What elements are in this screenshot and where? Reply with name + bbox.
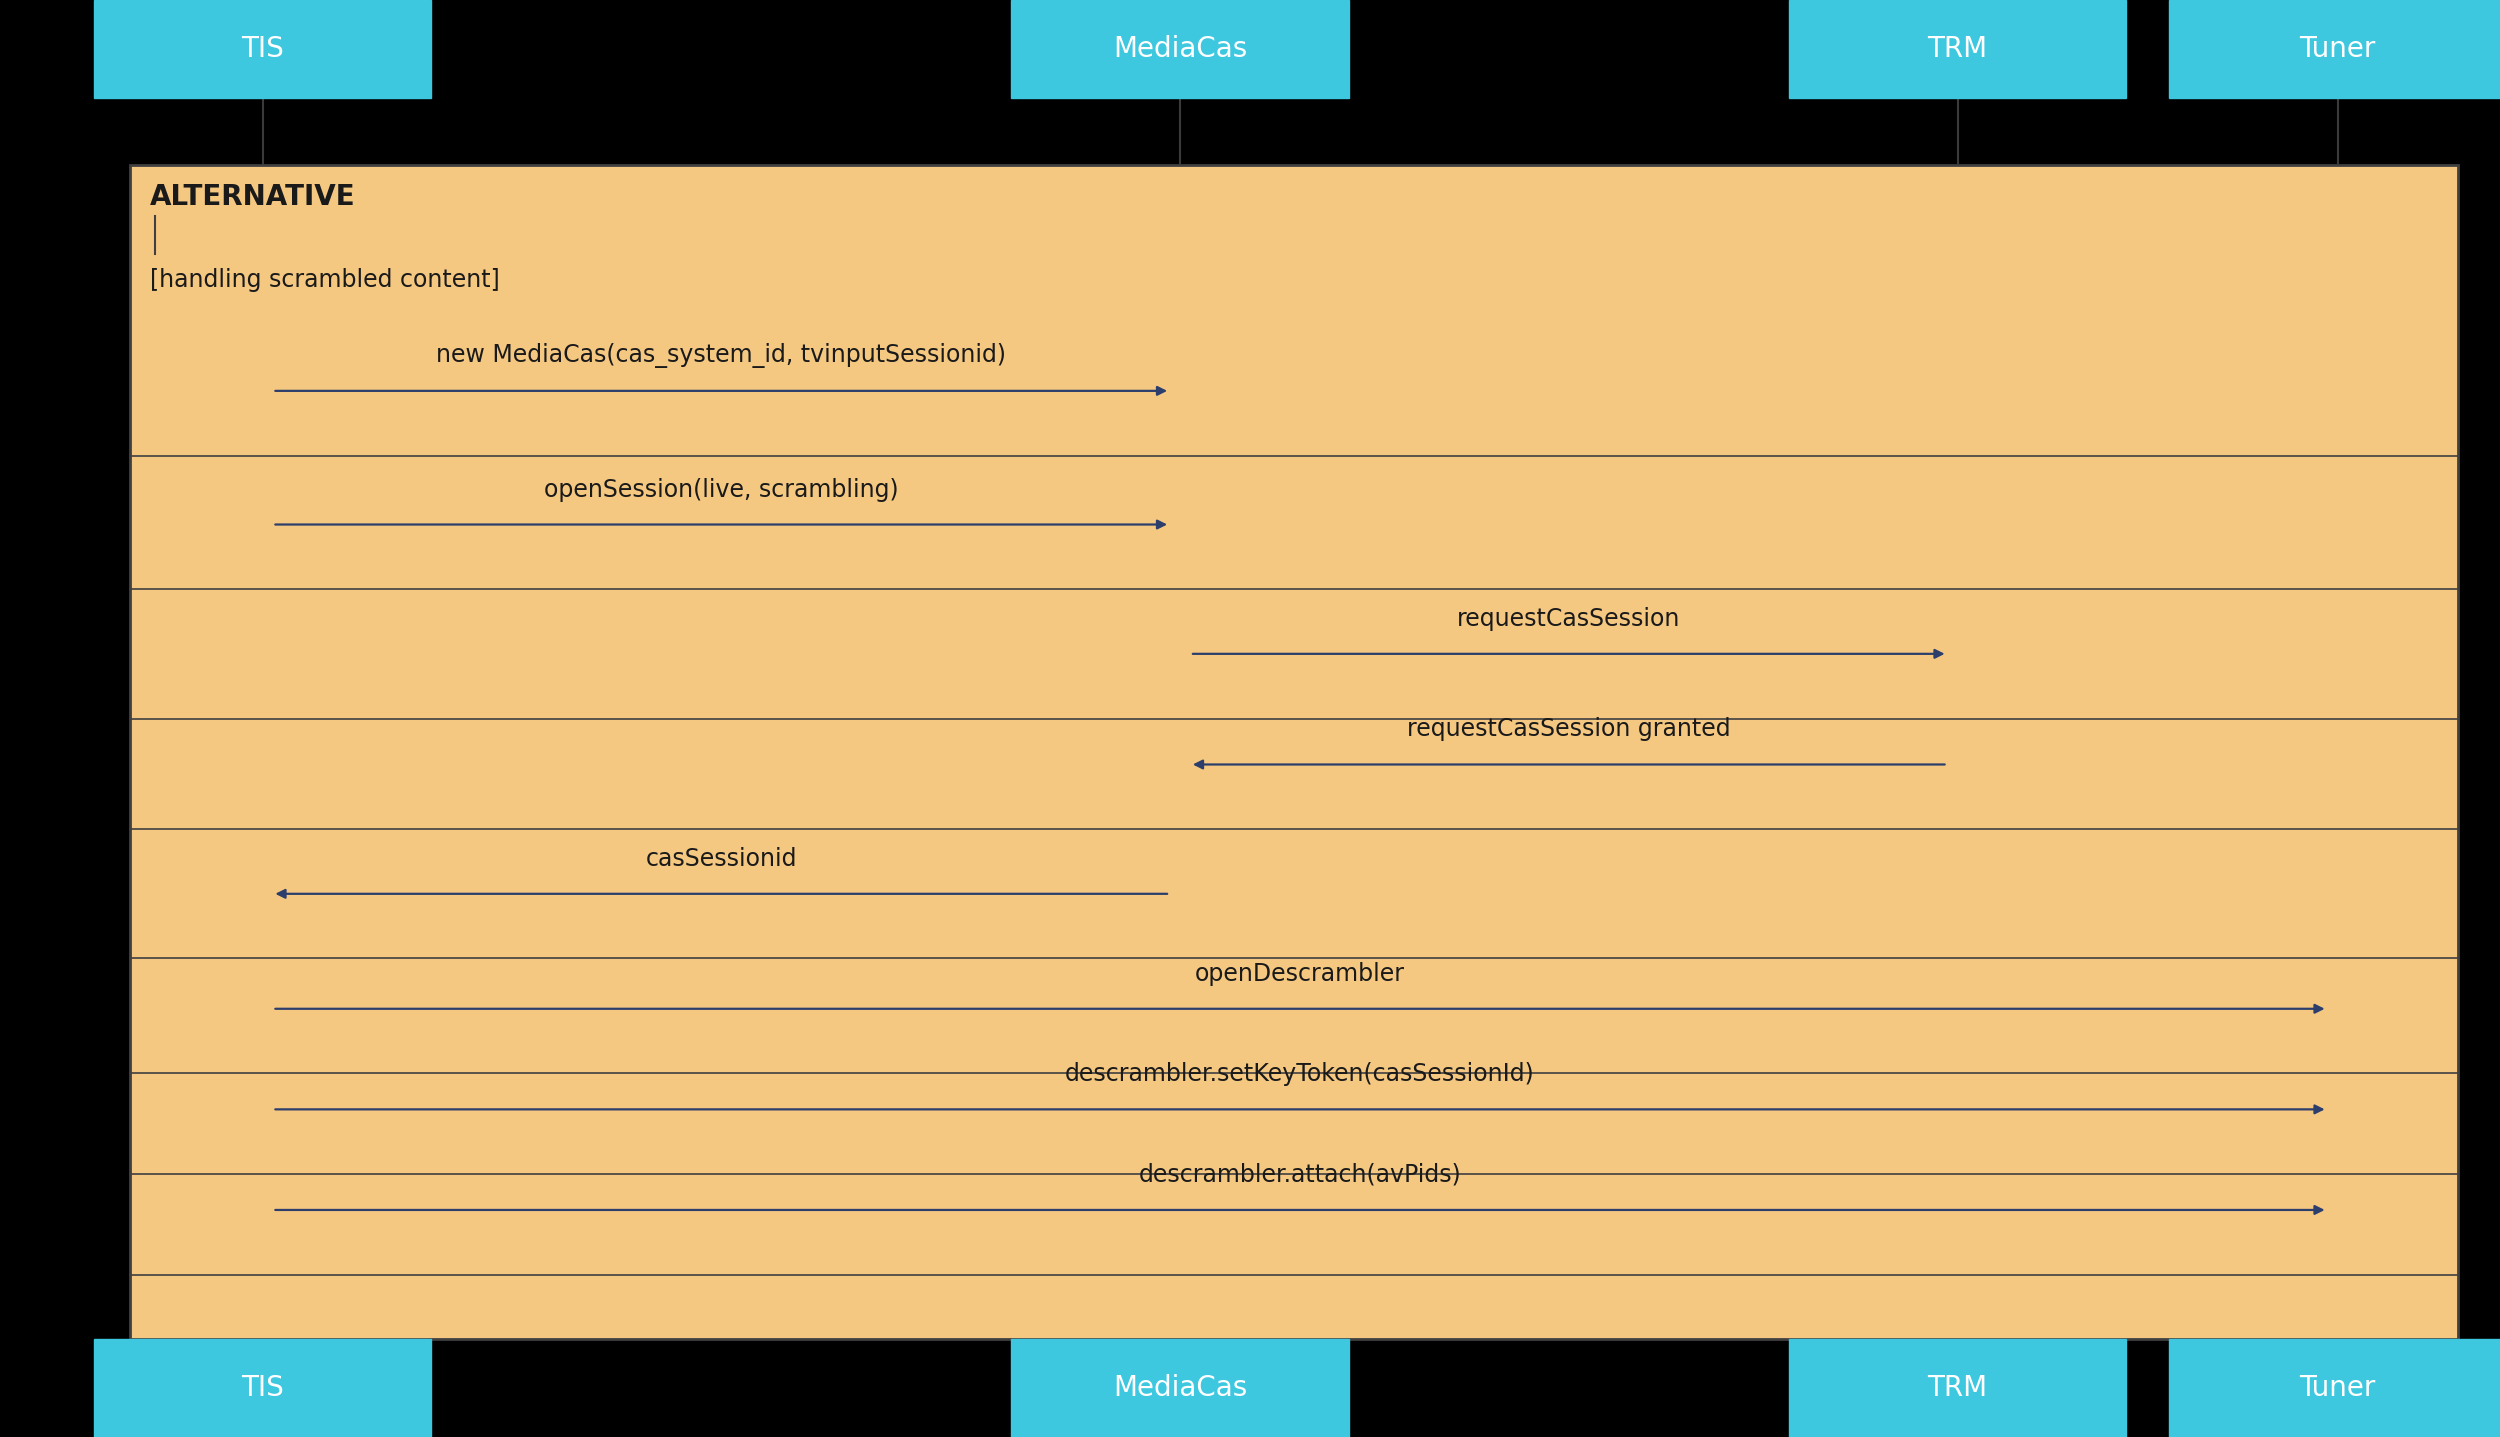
FancyBboxPatch shape <box>95 1339 430 1437</box>
Text: ALTERNATIVE: ALTERNATIVE <box>150 182 355 211</box>
Text: descrambler.attach(avPids): descrambler.attach(avPids) <box>1138 1163 1462 1187</box>
FancyBboxPatch shape <box>1790 1339 2125 1437</box>
FancyBboxPatch shape <box>2170 1339 2500 1437</box>
Text: requestCasSession granted: requestCasSession granted <box>1407 717 1730 741</box>
FancyBboxPatch shape <box>2170 0 2500 98</box>
Text: requestCasSession: requestCasSession <box>1458 606 1680 631</box>
Text: openSession(live, scrambling): openSession(live, scrambling) <box>545 477 898 502</box>
FancyBboxPatch shape <box>130 165 2458 1339</box>
FancyBboxPatch shape <box>1790 0 2125 98</box>
Text: TIS: TIS <box>240 34 285 63</box>
FancyBboxPatch shape <box>95 0 430 98</box>
FancyBboxPatch shape <box>1010 0 1350 98</box>
Text: MediaCas: MediaCas <box>1112 1374 1248 1403</box>
Text: descrambler.setKeyToken(casSessionId): descrambler.setKeyToken(casSessionId) <box>1065 1062 1535 1086</box>
Text: Tuner: Tuner <box>2300 1374 2375 1403</box>
Text: Tuner: Tuner <box>2300 34 2375 63</box>
Text: new MediaCas(cas_system_id, tvinputSessionid): new MediaCas(cas_system_id, tvinputSessi… <box>438 343 1005 368</box>
Text: [handling scrambled content]: [handling scrambled content] <box>150 269 500 292</box>
Text: casSessionid: casSessionid <box>645 846 798 871</box>
Text: openDescrambler: openDescrambler <box>1195 961 1405 986</box>
Text: MediaCas: MediaCas <box>1112 34 1248 63</box>
FancyBboxPatch shape <box>1010 1339 1350 1437</box>
Text: TRM: TRM <box>1928 1374 1988 1403</box>
Text: TRM: TRM <box>1928 34 1988 63</box>
Text: TIS: TIS <box>240 1374 285 1403</box>
